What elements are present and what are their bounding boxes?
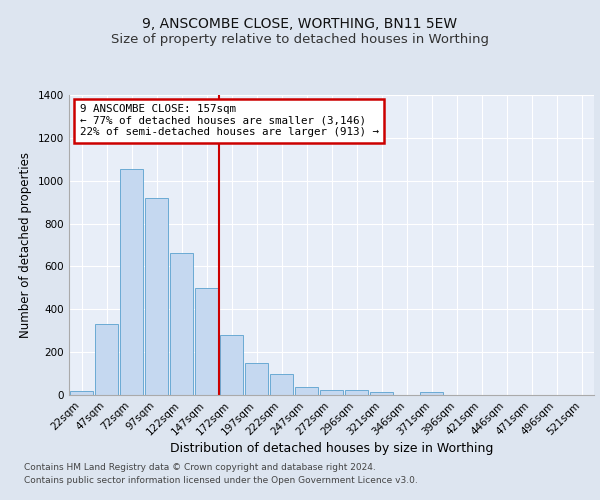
Text: Size of property relative to detached houses in Worthing: Size of property relative to detached ho… [111,32,489,46]
Bar [295,387,319,395]
Bar [170,252,193,395]
Text: 9, ANSCOMBE CLOSE, WORTHING, BN11 5EW: 9, ANSCOMBE CLOSE, WORTHING, BN11 5EW [142,18,458,32]
Bar [419,392,443,395]
Bar [220,335,244,395]
Text: Contains HM Land Registry data © Crown copyright and database right 2024.: Contains HM Land Registry data © Crown c… [24,462,376,471]
Bar [370,392,394,395]
Bar [70,390,94,395]
Bar [95,324,118,395]
Bar [119,169,143,395]
Bar [194,288,218,395]
Text: 9 ANSCOMBE CLOSE: 157sqm
← 77% of detached houses are smaller (3,146)
22% of sem: 9 ANSCOMBE CLOSE: 157sqm ← 77% of detach… [79,104,379,137]
Text: Contains public sector information licensed under the Open Government Licence v3: Contains public sector information licen… [24,476,418,485]
Bar [245,363,268,395]
Y-axis label: Number of detached properties: Number of detached properties [19,152,32,338]
X-axis label: Distribution of detached houses by size in Worthing: Distribution of detached houses by size … [170,442,493,456]
Bar [320,390,343,395]
Bar [269,374,293,395]
Bar [145,198,169,395]
Bar [344,390,368,395]
